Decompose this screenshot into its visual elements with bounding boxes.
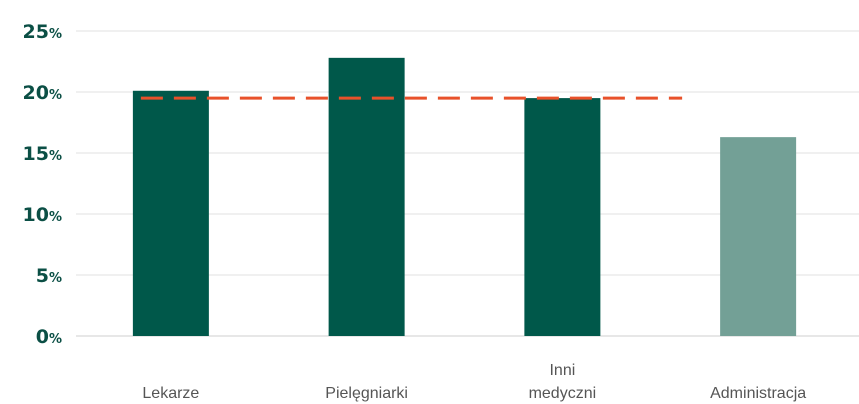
bars	[132, 57, 797, 337]
bar	[720, 137, 797, 336]
bar	[132, 90, 209, 336]
bar	[328, 57, 405, 337]
y-tick-label: 5%	[36, 265, 62, 287]
y-tick-label: 15%	[23, 143, 62, 165]
x-tick-label: Pielęgniarki	[325, 385, 408, 402]
bar	[524, 98, 601, 336]
y-tick-label: 10%	[23, 204, 62, 226]
x-axis: Lekarze Pielęgniarki Inni medyczni Administr…	[142, 362, 806, 402]
x-tick-label: Inni medyczni	[529, 362, 597, 402]
y-tick-label: 0%	[36, 326, 62, 348]
x-tick-label: Lekarze	[142, 385, 199, 402]
x-tick-label: Administracja	[710, 385, 806, 402]
y-tick-label: 20%	[23, 82, 62, 104]
y-axis: 0% 5% 10% 15% 20% 25%	[23, 21, 62, 348]
y-tick-label: 25%	[23, 21, 62, 43]
